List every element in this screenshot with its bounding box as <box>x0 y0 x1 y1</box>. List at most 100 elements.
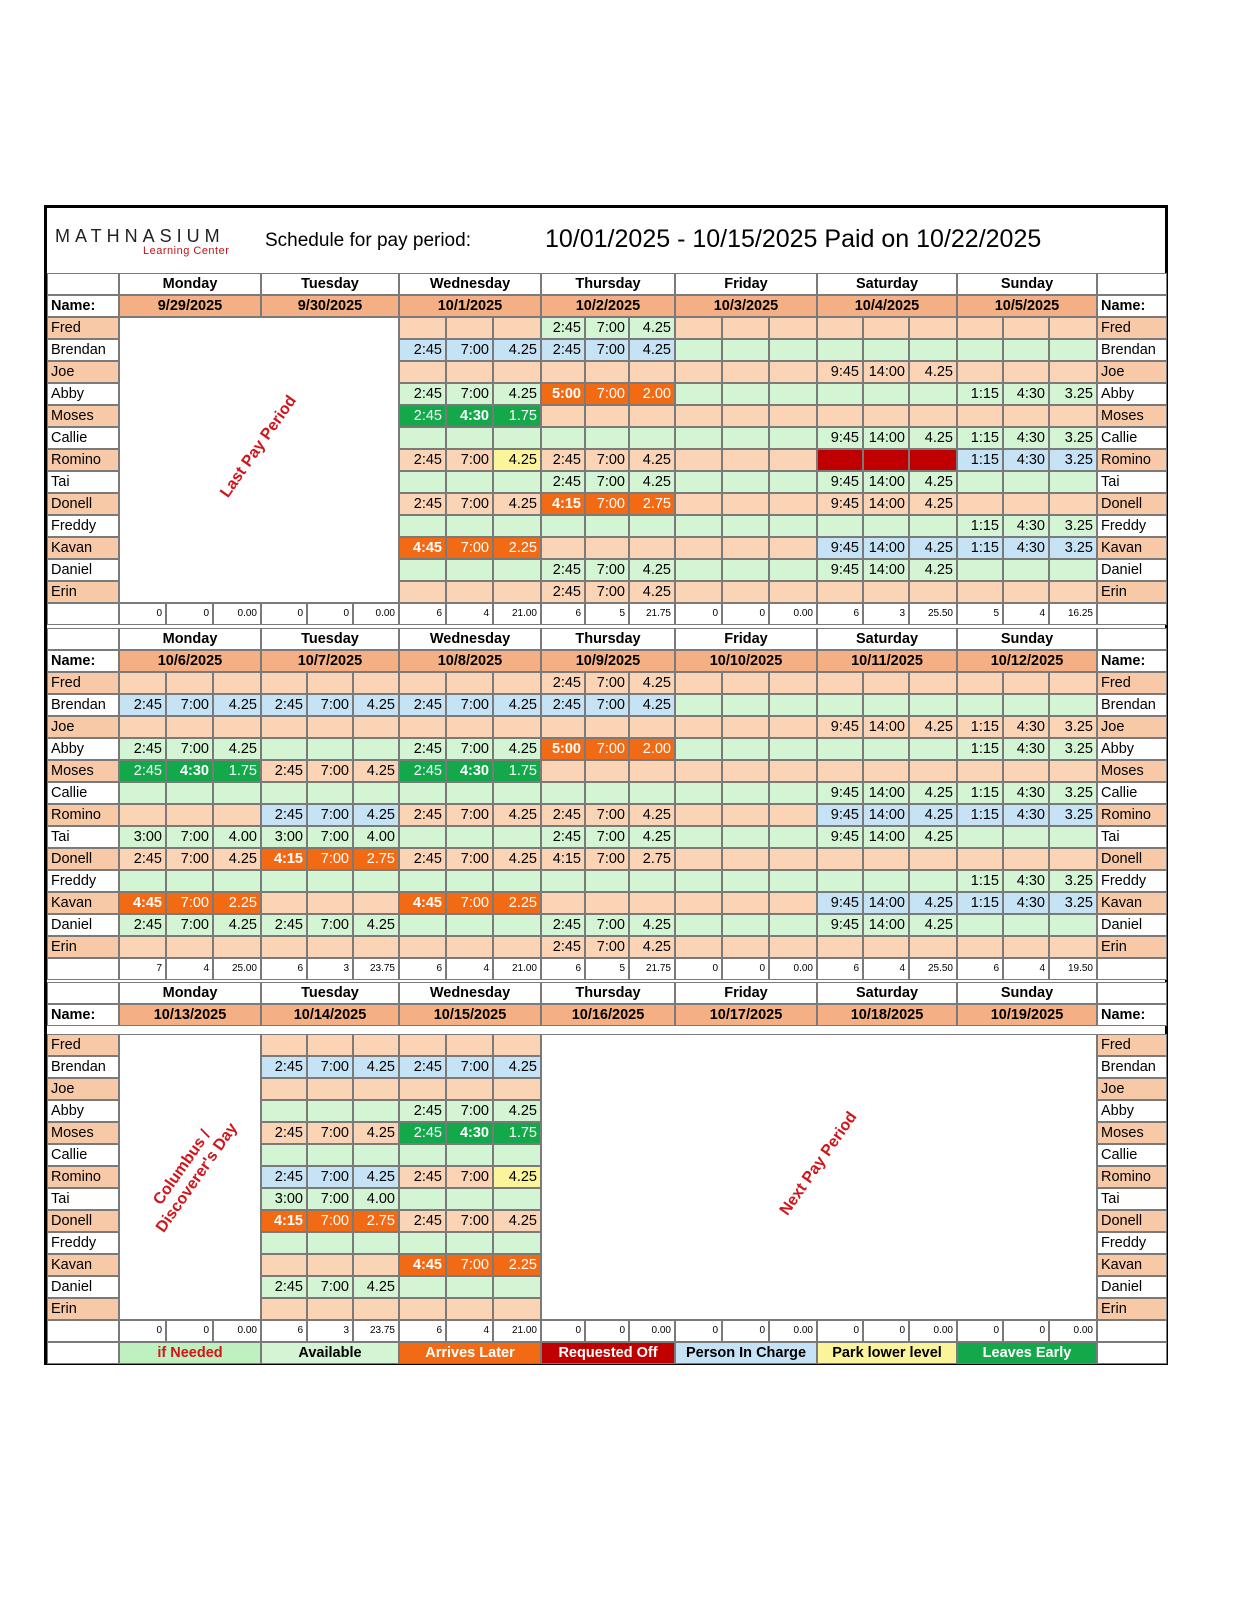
shift-cell: 2:45 <box>261 1122 307 1144</box>
shift-cell: 2:45 <box>399 449 446 471</box>
shift-cell <box>493 1078 541 1100</box>
shift-cell <box>769 760 817 782</box>
staff-name: Daniel <box>47 914 119 936</box>
staff-name-right: Joe <box>1097 716 1167 738</box>
shift-cell <box>769 892 817 914</box>
shift-cell: 9:45 <box>817 826 863 848</box>
total-cell: 0.00 <box>909 1320 957 1342</box>
shift-cell: 9:45 <box>817 537 863 559</box>
shift-cell <box>863 694 909 716</box>
shift-cell <box>1003 914 1049 936</box>
shift-cell <box>446 471 493 493</box>
shift-cell <box>1049 405 1097 427</box>
shift-cell: 9:45 <box>817 493 863 515</box>
shift-cell: 3.25 <box>1049 892 1097 914</box>
total-cell: 19.50 <box>1049 958 1097 980</box>
shift-cell <box>307 672 353 694</box>
shift-cell <box>541 870 585 892</box>
shift-cell <box>769 471 817 493</box>
shift-cell: 4:30 <box>1003 515 1049 537</box>
shift-cell <box>769 804 817 826</box>
day-header: Sunday <box>957 982 1097 1004</box>
shift-cell <box>585 427 629 449</box>
day-header: Sunday <box>957 628 1097 650</box>
shift-cell <box>675 760 722 782</box>
shift-cell <box>399 471 446 493</box>
staff-name: Fred <box>47 1034 119 1056</box>
shift-cell: 4:30 <box>1003 537 1049 559</box>
shift-cell: 7:00 <box>585 914 629 936</box>
shift-cell: 7:00 <box>166 694 213 716</box>
shift-cell: 1:15 <box>957 383 1003 405</box>
total-cell: 21.00 <box>493 603 541 625</box>
shift-cell <box>399 427 446 449</box>
shift-cell: 14:00 <box>863 537 909 559</box>
total-cell: 0.00 <box>769 603 817 625</box>
shift-cell: 7:00 <box>446 493 493 515</box>
shift-cell: 4.25 <box>493 1100 541 1122</box>
shift-cell <box>1003 493 1049 515</box>
shift-cell <box>1049 936 1097 958</box>
blank-corner <box>1097 628 1167 650</box>
total-cell: 0 <box>675 1320 722 1342</box>
staff-name-right: Freddy <box>1097 870 1167 892</box>
shift-cell: 9:45 <box>817 559 863 581</box>
shift-cell: 9:45 <box>817 782 863 804</box>
shift-cell: 2:45 <box>399 760 446 782</box>
total-cell: 3 <box>307 1320 353 1342</box>
shift-cell <box>307 716 353 738</box>
shift-cell <box>493 1144 541 1166</box>
staff-name-right: Donell <box>1097 493 1167 515</box>
staff-name-right: Abby <box>1097 383 1167 405</box>
shift-cell <box>675 361 722 383</box>
shift-cell: 4:30 <box>446 760 493 782</box>
shift-cell <box>353 738 399 760</box>
shift-cell <box>722 339 769 361</box>
staff-name-right: Daniel <box>1097 1276 1167 1298</box>
staff-name: Callie <box>47 1144 119 1166</box>
total-cell: 0 <box>722 958 769 980</box>
shift-cell: 4.25 <box>909 493 957 515</box>
staff-name: Freddy <box>47 870 119 892</box>
shift-cell: 3.25 <box>1049 427 1097 449</box>
shift-cell <box>722 804 769 826</box>
shift-cell <box>1049 914 1097 936</box>
staff-name-right: Fred <box>1097 1034 1167 1056</box>
shift-cell <box>446 1034 493 1056</box>
staff-name: Tai <box>47 471 119 493</box>
shift-cell: 14:00 <box>863 559 909 581</box>
shift-cell <box>629 537 675 559</box>
shift-cell <box>399 559 446 581</box>
shift-cell <box>261 1232 307 1254</box>
shift-cell: 4.25 <box>353 1166 399 1188</box>
date-header: 10/2/2025 <box>541 295 675 317</box>
shift-cell: 7:00 <box>166 738 213 760</box>
shift-cell <box>722 848 769 870</box>
shift-cell <box>446 1188 493 1210</box>
date-header: 10/7/2025 <box>261 650 399 672</box>
shift-cell: 7:00 <box>166 914 213 936</box>
shift-cell: 4.25 <box>493 804 541 826</box>
shift-cell: 14:00 <box>863 493 909 515</box>
total-cell: 0 <box>863 1320 909 1342</box>
shift-cell <box>957 317 1003 339</box>
shift-cell <box>307 1298 353 1320</box>
shift-cell <box>261 1298 307 1320</box>
total-cell: 16.25 <box>1049 603 1097 625</box>
staff-name: Moses <box>47 760 119 782</box>
shift-cell: 2.75 <box>629 848 675 870</box>
shift-cell <box>629 760 675 782</box>
shift-cell: 7:00 <box>307 848 353 870</box>
shift-cell: 4.25 <box>353 1122 399 1144</box>
shift-cell <box>722 672 769 694</box>
shift-cell: 3.25 <box>1049 804 1097 826</box>
logo-wordmark: MATHNASIUM <box>55 226 225 246</box>
shift-cell <box>585 760 629 782</box>
shift-cell: 2:45 <box>399 1166 446 1188</box>
staff-name-right: Donell <box>1097 848 1167 870</box>
shift-cell: 2:45 <box>261 914 307 936</box>
date-header: 10/15/2025 <box>399 1004 541 1026</box>
day-header: Monday <box>119 982 261 1004</box>
shift-cell: 5:00 <box>541 738 585 760</box>
shift-cell <box>399 317 446 339</box>
